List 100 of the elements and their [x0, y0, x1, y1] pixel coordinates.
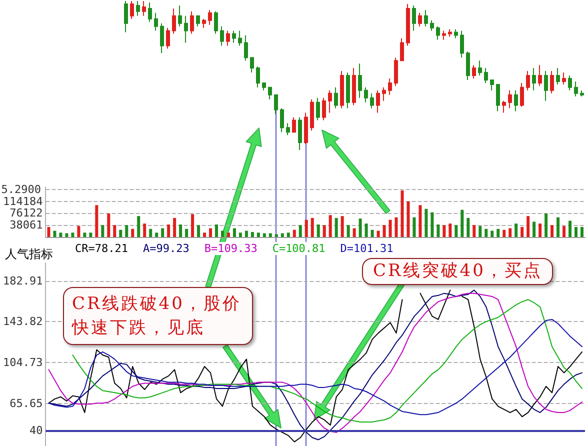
annotation: CR线跌破40，股价快速下跌，见底 — [63, 287, 253, 345]
bar — [101, 225, 104, 237]
bar — [286, 232, 290, 237]
bar — [556, 217, 560, 237]
candlestick — [574, 80, 578, 97]
bar — [280, 233, 284, 237]
line-series — [48, 318, 583, 416]
bar — [388, 220, 392, 237]
candlestick — [184, 15, 188, 44]
candlestick — [178, 4, 182, 27]
bar — [580, 227, 584, 237]
bar — [250, 232, 254, 237]
candlestick — [316, 97, 320, 121]
candlestick — [550, 70, 554, 94]
text: A=99.23 — [142, 242, 190, 255]
bar — [185, 228, 188, 237]
bar — [370, 230, 374, 237]
candlestick — [166, 27, 170, 50]
bar — [334, 218, 338, 237]
bar — [442, 225, 446, 237]
bar — [538, 224, 542, 237]
bar — [550, 225, 554, 237]
candlestick — [568, 75, 572, 91]
bar — [268, 233, 272, 237]
candlestick — [148, 2, 152, 22]
bar — [71, 232, 74, 237]
candlestick — [382, 86, 386, 102]
bar — [95, 205, 98, 237]
candlestick — [136, 0, 140, 16]
candlestick — [436, 26, 440, 40]
candlestick — [502, 100, 506, 114]
candlestick — [556, 68, 560, 85]
candlestick — [310, 98, 314, 132]
bar — [508, 228, 512, 237]
candlestick — [418, 12, 422, 27]
y-tick-label: 40 — [29, 424, 43, 437]
y-tick-label: 143.82 — [2, 315, 43, 328]
bar — [562, 226, 566, 237]
candlestick — [520, 82, 524, 108]
bar — [197, 225, 200, 237]
candlestick — [154, 12, 158, 32]
candlestick — [130, 0, 134, 20]
bar — [274, 234, 278, 237]
bar — [167, 224, 170, 237]
bar — [490, 230, 494, 237]
candlestick — [352, 68, 356, 106]
candlestick — [256, 66, 260, 88]
candlestick — [364, 86, 368, 103]
bar — [526, 216, 530, 237]
bar — [502, 230, 506, 237]
bar — [358, 218, 362, 237]
bar — [328, 215, 332, 237]
candlestick — [196, 15, 200, 27]
candlestick — [532, 68, 536, 91]
bar — [430, 212, 434, 237]
y-tick-label: 104.73 — [2, 356, 43, 370]
candlestick — [220, 26, 224, 46]
bar — [532, 222, 536, 237]
candlestick — [172, 8, 176, 34]
candlestick — [202, 18, 206, 28]
bar — [113, 225, 116, 237]
candlestick — [442, 30, 446, 40]
candlestick — [262, 82, 266, 91]
candlestick — [544, 70, 548, 102]
bar — [322, 225, 326, 237]
bar — [382, 225, 386, 237]
bar — [107, 214, 110, 237]
bar — [394, 217, 398, 237]
candlestick — [274, 94, 278, 115]
bar — [520, 227, 524, 237]
candlestick — [460, 30, 464, 58]
bar — [424, 208, 428, 237]
bar — [191, 214, 194, 237]
bar — [155, 232, 158, 237]
candlestick — [280, 108, 284, 133]
bar — [436, 224, 440, 237]
candlestick — [388, 78, 392, 96]
candlestick — [370, 92, 374, 109]
bar — [131, 228, 134, 237]
bar — [484, 228, 488, 237]
candlestick — [340, 70, 344, 109]
text: CR=78.21 — [75, 242, 128, 255]
candlestick — [322, 97, 326, 121]
candlestick — [226, 30, 230, 46]
bar — [215, 224, 218, 237]
text: 5.2900 — [1, 183, 41, 196]
candlestick — [430, 20, 434, 32]
candlestick — [268, 86, 272, 100]
candlestick — [346, 72, 350, 109]
candlestick — [478, 60, 482, 76]
candlestick — [334, 86, 338, 109]
annotation: CR线突破40，买点 — [362, 258, 554, 285]
bar — [544, 214, 548, 237]
bar — [298, 225, 302, 237]
text: B=109.33 — [204, 242, 258, 255]
bar — [173, 218, 176, 237]
bar — [203, 232, 206, 237]
candlestick — [424, 9, 428, 27]
bar — [364, 224, 368, 237]
bar — [238, 232, 242, 237]
